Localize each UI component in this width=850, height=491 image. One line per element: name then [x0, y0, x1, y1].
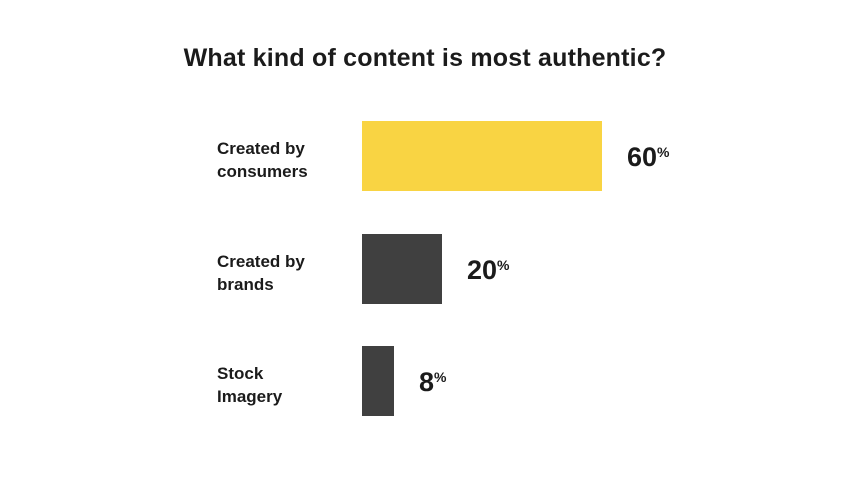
category-label-line: consumers: [217, 162, 308, 181]
category-label-2: Stock Imagery: [217, 364, 283, 406]
category-label-line: Created by: [217, 139, 305, 158]
bar-1: [362, 234, 442, 304]
category-label-line: Imagery: [217, 387, 283, 406]
category-label-line: Stock: [217, 364, 264, 383]
value-label-0: 60%: [627, 142, 670, 172]
chart-title: What kind of content is most authentic?: [183, 44, 667, 72]
value-number: 60: [627, 142, 657, 172]
value-label-1: 20%: [467, 255, 510, 285]
category-label-1: Created by brands: [217, 252, 305, 294]
value-unit: %: [497, 257, 510, 273]
value-number: 8: [419, 367, 434, 397]
value-unit: %: [657, 144, 670, 160]
bar-2: [362, 346, 394, 416]
category-label-0: Created by consumers: [217, 139, 308, 181]
category-label-line: Created by: [217, 252, 305, 271]
category-label-line: brands: [217, 275, 274, 294]
value-unit: %: [434, 369, 447, 385]
value-number: 20: [467, 255, 497, 285]
bar-0: [362, 121, 602, 191]
value-label-2: 8%: [419, 367, 447, 397]
